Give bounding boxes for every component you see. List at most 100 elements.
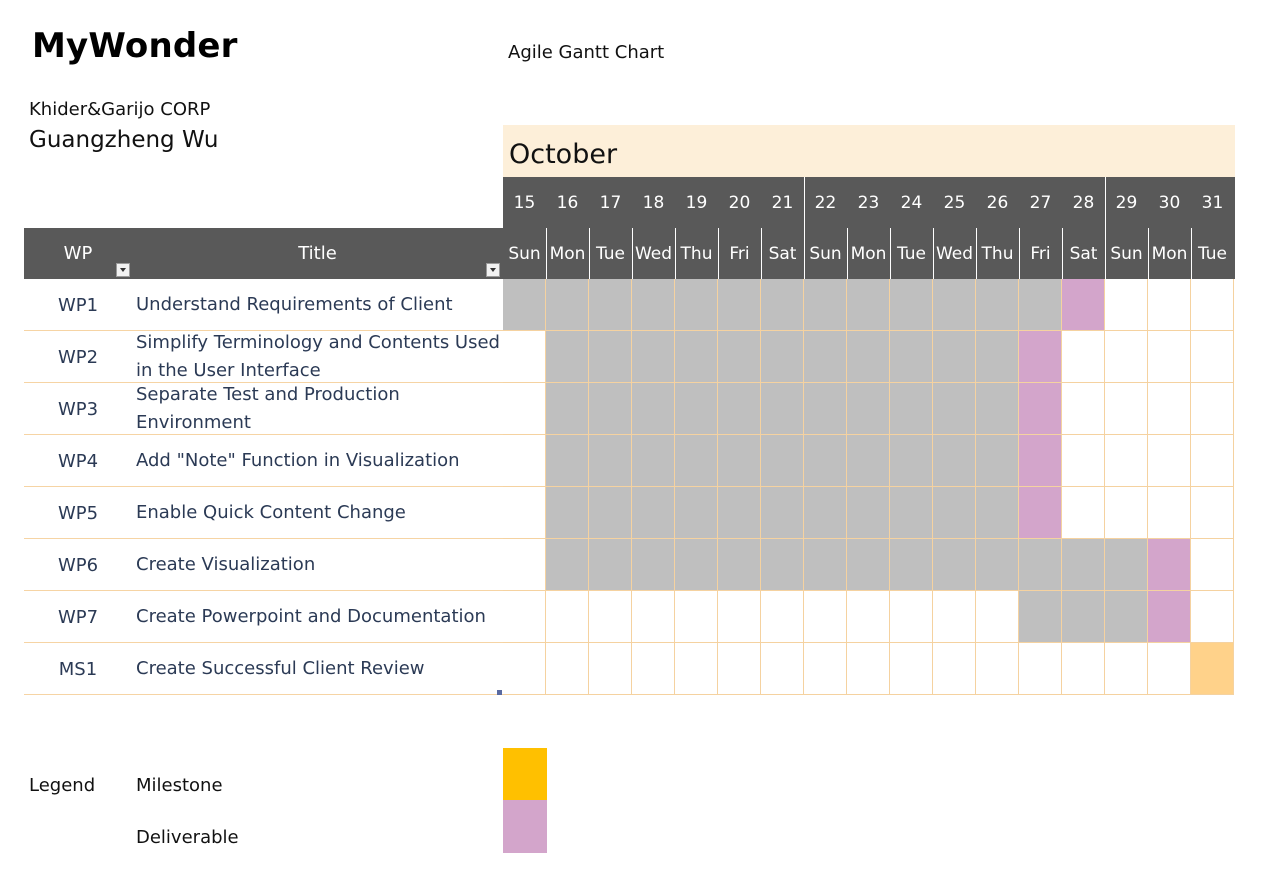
- grid-cell[interactable]: [675, 591, 718, 643]
- grid-cell[interactable]: [632, 643, 675, 695]
- grid-cell[interactable]: [1191, 383, 1234, 435]
- grid-cell[interactable]: [546, 643, 589, 695]
- grid-cell[interactable]: [761, 643, 804, 695]
- task-bar-cell[interactable]: [847, 435, 890, 487]
- task-bar-cell[interactable]: [546, 435, 589, 487]
- task-bar-cell[interactable]: [761, 435, 804, 487]
- grid-cell[interactable]: [675, 643, 718, 695]
- grid-cell[interactable]: [1148, 331, 1191, 383]
- task-bar-cell[interactable]: [847, 279, 890, 331]
- task-bar-cell[interactable]: [976, 539, 1019, 591]
- task-bar-cell[interactable]: [632, 487, 675, 539]
- task-bar-cell[interactable]: [589, 331, 632, 383]
- title-filter-dropdown-icon[interactable]: [486, 263, 500, 277]
- grid-cell[interactable]: [503, 539, 546, 591]
- task-bar-cell[interactable]: [1019, 591, 1062, 643]
- grid-cell[interactable]: [1062, 435, 1105, 487]
- task-bar-cell[interactable]: [546, 539, 589, 591]
- task-bar-cell[interactable]: [589, 279, 632, 331]
- task-bar-cell[interactable]: [933, 383, 976, 435]
- task-bar-cell[interactable]: [1019, 279, 1062, 331]
- task-bar-cell[interactable]: [933, 331, 976, 383]
- table-resize-handle[interactable]: [497, 690, 502, 695]
- grid-cell[interactable]: [503, 331, 546, 383]
- task-bar-cell[interactable]: [1105, 539, 1148, 591]
- grid-cell[interactable]: [1105, 487, 1148, 539]
- grid-cell[interactable]: [632, 591, 675, 643]
- title-column-header[interactable]: Title: [298, 243, 337, 264]
- grid-cell[interactable]: [1062, 643, 1105, 695]
- milestone-cell[interactable]: [1191, 643, 1234, 695]
- task-bar-cell[interactable]: [976, 279, 1019, 331]
- grid-cell[interactable]: [1148, 487, 1191, 539]
- task-bar-cell[interactable]: [847, 487, 890, 539]
- task-bar-cell[interactable]: [718, 383, 761, 435]
- task-bar-cell[interactable]: [632, 539, 675, 591]
- task-bar-cell[interactable]: [761, 487, 804, 539]
- task-bar-cell[interactable]: [675, 331, 718, 383]
- task-bar-cell[interactable]: [761, 279, 804, 331]
- task-bar-cell[interactable]: [632, 279, 675, 331]
- grid-cell[interactable]: [761, 591, 804, 643]
- grid-cell[interactable]: [1105, 383, 1148, 435]
- task-bar-cell[interactable]: [890, 435, 933, 487]
- task-bar-cell[interactable]: [976, 383, 1019, 435]
- wp-filter-dropdown-icon[interactable]: [116, 263, 130, 277]
- task-bar-cell[interactable]: [546, 331, 589, 383]
- task-bar-cell[interactable]: [718, 279, 761, 331]
- deliverable-cell[interactable]: [1019, 487, 1062, 539]
- grid-cell[interactable]: [1191, 487, 1234, 539]
- grid-cell[interactable]: [1191, 279, 1234, 331]
- task-bar-cell[interactable]: [632, 383, 675, 435]
- task-bar-cell[interactable]: [1062, 539, 1105, 591]
- grid-cell[interactable]: [1105, 331, 1148, 383]
- grid-cell[interactable]: [933, 643, 976, 695]
- task-bar-cell[interactable]: [804, 383, 847, 435]
- grid-cell[interactable]: [1105, 643, 1148, 695]
- grid-cell[interactable]: [546, 591, 589, 643]
- grid-cell[interactable]: [1191, 435, 1234, 487]
- task-bar-cell[interactable]: [804, 279, 847, 331]
- grid-cell[interactable]: [976, 643, 1019, 695]
- task-bar-cell[interactable]: [675, 383, 718, 435]
- task-bar-cell[interactable]: [675, 435, 718, 487]
- grid-cell[interactable]: [933, 591, 976, 643]
- grid-cell[interactable]: [847, 643, 890, 695]
- grid-cell[interactable]: [589, 643, 632, 695]
- grid-cell[interactable]: [503, 643, 546, 695]
- grid-cell[interactable]: [718, 643, 761, 695]
- task-bar-cell[interactable]: [589, 383, 632, 435]
- task-bar-cell[interactable]: [1105, 591, 1148, 643]
- task-bar-cell[interactable]: [804, 539, 847, 591]
- task-bar-cell[interactable]: [761, 383, 804, 435]
- grid-cell[interactable]: [503, 435, 546, 487]
- grid-cell[interactable]: [1191, 539, 1234, 591]
- task-bar-cell[interactable]: [976, 487, 1019, 539]
- task-bar-cell[interactable]: [589, 539, 632, 591]
- task-bar-cell[interactable]: [718, 331, 761, 383]
- task-bar-cell[interactable]: [847, 539, 890, 591]
- deliverable-cell[interactable]: [1148, 591, 1191, 643]
- task-bar-cell[interactable]: [1019, 539, 1062, 591]
- task-bar-cell[interactable]: [933, 487, 976, 539]
- grid-cell[interactable]: [1019, 643, 1062, 695]
- task-bar-cell[interactable]: [933, 435, 976, 487]
- deliverable-cell[interactable]: [1019, 435, 1062, 487]
- task-bar-cell[interactable]: [933, 539, 976, 591]
- task-bar-cell[interactable]: [976, 435, 1019, 487]
- grid-cell[interactable]: [804, 591, 847, 643]
- task-bar-cell[interactable]: [847, 383, 890, 435]
- grid-cell[interactable]: [1148, 383, 1191, 435]
- task-bar-cell[interactable]: [675, 279, 718, 331]
- task-bar-cell[interactable]: [890, 279, 933, 331]
- task-bar-cell[interactable]: [546, 383, 589, 435]
- grid-cell[interactable]: [1105, 435, 1148, 487]
- task-bar-cell[interactable]: [761, 539, 804, 591]
- grid-cell[interactable]: [1191, 591, 1234, 643]
- task-bar-cell[interactable]: [675, 487, 718, 539]
- task-bar-cell[interactable]: [804, 487, 847, 539]
- grid-cell[interactable]: [1191, 331, 1234, 383]
- task-bar-cell[interactable]: [890, 539, 933, 591]
- task-bar-cell[interactable]: [632, 435, 675, 487]
- grid-cell[interactable]: [1148, 279, 1191, 331]
